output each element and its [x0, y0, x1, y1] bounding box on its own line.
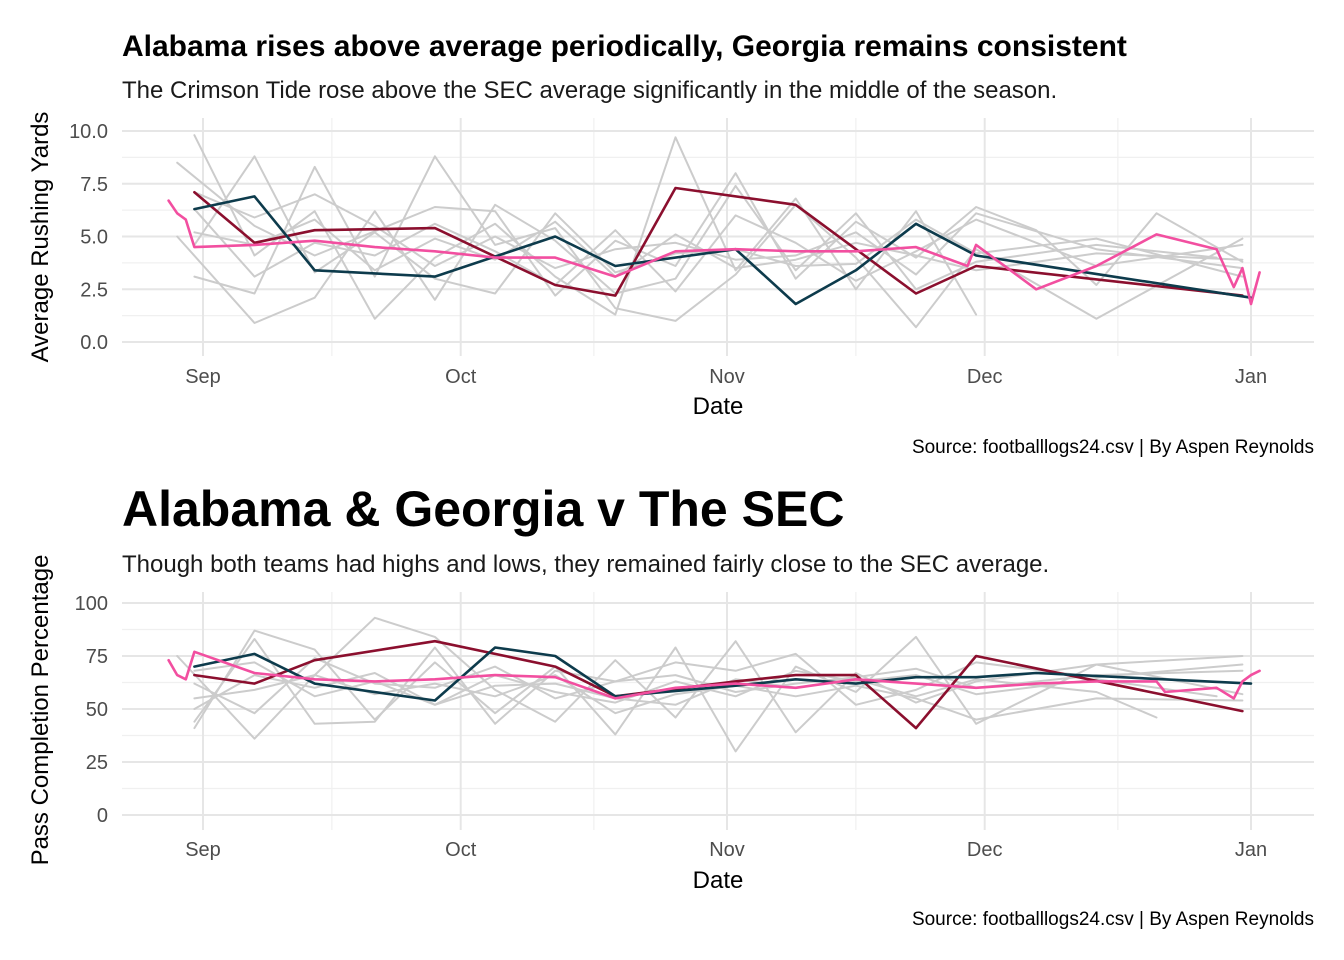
grid	[122, 118, 1314, 356]
grid	[122, 592, 1314, 830]
y-axis-title: Pass Completion Percentage	[27, 555, 54, 866]
chart-title: Alabama rises above average periodically…	[122, 30, 1127, 63]
y-tick-label: 2.5	[80, 279, 108, 301]
y-tick-label: 0	[97, 805, 108, 827]
series-line-other	[176, 184, 1218, 324]
y-tick-label: 0.0	[80, 332, 108, 354]
x-tick-labels: Sep Oct Nov Dec Jan	[185, 839, 1267, 861]
x-tick-label: Jan	[1235, 839, 1267, 861]
x-tick-label: Nov	[709, 839, 745, 861]
series-line-other	[193, 191, 1244, 276]
series-line-other	[176, 161, 1244, 297]
series-line-georgia	[193, 646, 1253, 702]
x-tick-label: Nov	[709, 366, 745, 388]
series-line-sec-average	[167, 650, 1261, 700]
x-axis-title: Date	[693, 393, 744, 420]
x-tick-labels: Sep Oct Nov Dec Jan	[185, 366, 1267, 388]
chart-subtitle: The Crimson Tide rose above the SEC aver…	[122, 77, 1057, 104]
y-tick-label: 100	[75, 593, 108, 615]
plot-area	[167, 616, 1261, 753]
x-tick-label: Dec	[967, 839, 1003, 861]
y-tick-labels: 0 25 50 75 100	[75, 593, 108, 827]
y-tick-label: 25	[86, 752, 108, 774]
series-line-other	[193, 674, 1244, 721]
x-tick-label: Dec	[967, 366, 1003, 388]
x-tick-label: Sep	[185, 366, 221, 388]
series-line-other	[193, 155, 1244, 329]
chart-panel-passing: Alabama & Georgia v The SEC Though both …	[27, 481, 1314, 930]
y-tick-label: 10.0	[69, 121, 108, 143]
plot-area	[167, 134, 1261, 329]
chart-caption: Source: footballlogs24.csv | By Aspen Re…	[912, 909, 1314, 930]
x-tick-label: Oct	[445, 366, 477, 388]
x-tick-label: Oct	[445, 839, 477, 861]
chart-caption: Source: footballlogs24.csv | By Aspen Re…	[912, 437, 1314, 458]
y-tick-label: 5.0	[80, 227, 108, 249]
series-line-sec-average	[167, 199, 1261, 306]
x-tick-label: Jan	[1235, 366, 1267, 388]
y-tick-label: 50	[86, 699, 108, 721]
y-tick-label: 7.5	[80, 174, 108, 196]
y-axis-title: Average Rushing Yards	[27, 112, 54, 363]
x-tick-label: Sep	[185, 839, 221, 861]
series-line-alabama	[193, 186, 1244, 297]
y-tick-label: 75	[86, 646, 108, 668]
x-axis-title: Date	[693, 867, 744, 894]
chart-panel-rushing: Alabama rises above average periodically…	[27, 30, 1314, 458]
y-tick-labels: 0.0 2.5 5.0 7.5 10.0	[69, 121, 108, 354]
chart-subtitle: Though both teams had highs and lows, th…	[122, 551, 1049, 578]
chart-title: Alabama & Georgia v The SEC	[122, 481, 844, 537]
series-line-georgia	[193, 195, 1253, 306]
